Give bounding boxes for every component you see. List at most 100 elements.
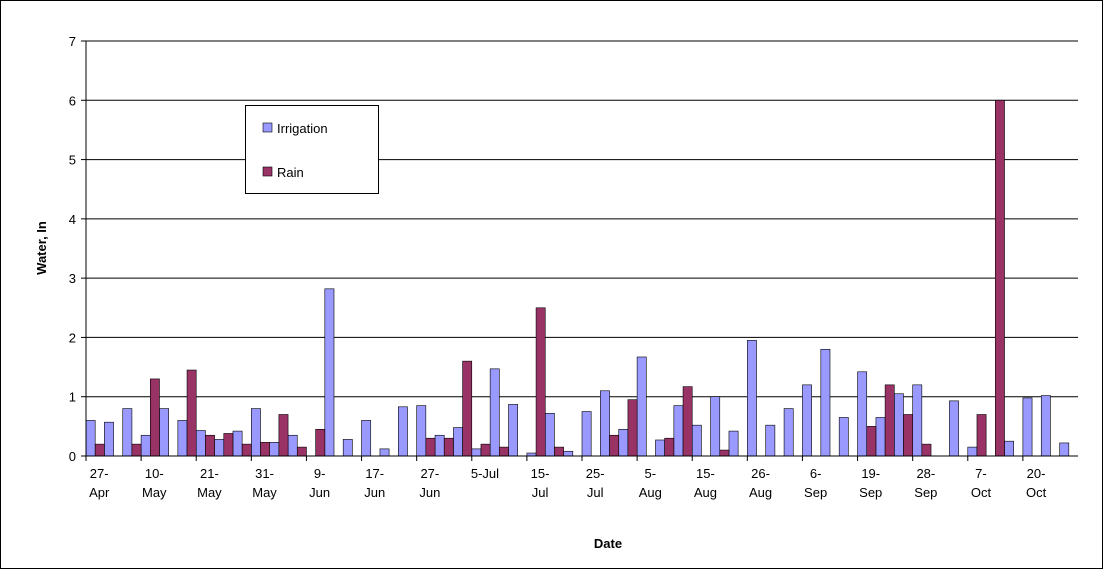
- bar: [104, 421, 114, 457]
- bar: [673, 405, 684, 457]
- legend-box: [245, 105, 379, 194]
- x-tick-label: 19-Sep: [859, 466, 882, 500]
- x-tick-label: 28-Sep: [914, 466, 937, 500]
- bar: [85, 420, 96, 457]
- bar: [618, 429, 629, 457]
- bar: [315, 429, 326, 457]
- bar: [664, 437, 675, 457]
- bar: [140, 434, 151, 457]
- legend-label: Rain: [277, 165, 304, 180]
- bar: [710, 396, 721, 457]
- bar: [627, 399, 638, 457]
- bar: [581, 411, 592, 457]
- bar: [609, 434, 620, 457]
- bar: [1059, 442, 1070, 457]
- bar: [967, 446, 978, 457]
- x-tick-label: 27-Jun: [419, 466, 440, 500]
- bar: [149, 378, 160, 457]
- bar: [462, 360, 473, 457]
- x-tick-label: 5-Jul: [471, 466, 499, 481]
- bar: [186, 369, 197, 457]
- x-tick-label: 31-May: [252, 466, 277, 500]
- bar: [682, 386, 693, 457]
- bar: [765, 424, 776, 457]
- bar: [241, 443, 252, 457]
- bar: [535, 307, 546, 457]
- bar: [159, 408, 169, 457]
- y-axis-title: Water, In: [34, 221, 49, 275]
- bar: [131, 443, 142, 457]
- bar: [728, 430, 739, 457]
- x-tick-label: 27-Apr: [89, 466, 110, 500]
- bar: [802, 384, 812, 457]
- x-tick-label: 15-Aug: [694, 466, 717, 500]
- legend-swatch: [262, 166, 273, 177]
- x-tick-label: 7-Oct: [971, 466, 992, 500]
- bar: [949, 400, 959, 457]
- bar: [287, 434, 298, 457]
- bar: [893, 393, 904, 457]
- bar: [921, 443, 932, 457]
- y-tick-label: 4: [69, 212, 76, 227]
- x-tick-label: 25-Jul: [586, 466, 605, 500]
- x-tick-label: 5-Aug: [639, 466, 662, 500]
- bar: [912, 384, 923, 457]
- y-tick-label: 7: [69, 34, 76, 49]
- bar: [434, 434, 445, 457]
- legend: Irrigation Rain: [262, 121, 328, 180]
- bar: [471, 448, 482, 457]
- x-axis-title: Date: [594, 536, 622, 551]
- bar: [719, 449, 730, 457]
- bar: [903, 414, 913, 457]
- bar: [278, 414, 289, 457]
- bar: [324, 288, 335, 457]
- bar: [480, 443, 491, 457]
- bar: [563, 450, 574, 457]
- bar: [260, 442, 271, 457]
- legend-label: Irrigation: [277, 121, 328, 136]
- bar: [425, 437, 436, 457]
- bar: [361, 420, 372, 457]
- bar: [1004, 440, 1015, 457]
- x-tick-label: 6-Sep: [804, 466, 827, 500]
- bar: [636, 356, 647, 457]
- x-tick-label: 21-May: [197, 466, 222, 500]
- bar: [223, 433, 234, 457]
- legend-swatch: [262, 122, 273, 133]
- y-tick-label: 2: [69, 330, 76, 345]
- bar: [122, 408, 133, 457]
- bar: [205, 434, 215, 457]
- bar: [866, 426, 877, 457]
- bar: [976, 414, 987, 457]
- bar: [875, 417, 886, 457]
- bar: [232, 430, 243, 457]
- bar: [544, 413, 555, 457]
- y-tick-label: 0: [69, 449, 76, 464]
- y-tick-label: 3: [69, 271, 76, 286]
- bar: [453, 427, 463, 457]
- bar: [747, 340, 757, 457]
- bar: [443, 437, 454, 457]
- bar: [783, 408, 794, 457]
- bar: [655, 439, 665, 457]
- bar: [342, 439, 353, 457]
- bar: [691, 424, 702, 457]
- bar: [820, 348, 831, 457]
- bar: [1022, 397, 1033, 457]
- bar: [884, 384, 895, 457]
- x-tick-label: 20-Oct: [1026, 466, 1047, 500]
- bar: [857, 371, 868, 457]
- x-tick-label: 10-May: [142, 466, 167, 500]
- plot-area: 0 1 2 3 4 5 6 7 27-Apr 10-May 21-May 31-May 9-Jun 17-…: [69, 34, 1078, 500]
- bar: [296, 446, 307, 457]
- bar: [508, 404, 519, 457]
- bar: [379, 448, 390, 457]
- bar: [838, 417, 849, 457]
- bar: [195, 430, 206, 457]
- y-tick-label: 6: [69, 93, 76, 108]
- bar: [554, 446, 564, 457]
- y-tick-label: 1: [69, 390, 76, 405]
- bar: [1040, 395, 1051, 457]
